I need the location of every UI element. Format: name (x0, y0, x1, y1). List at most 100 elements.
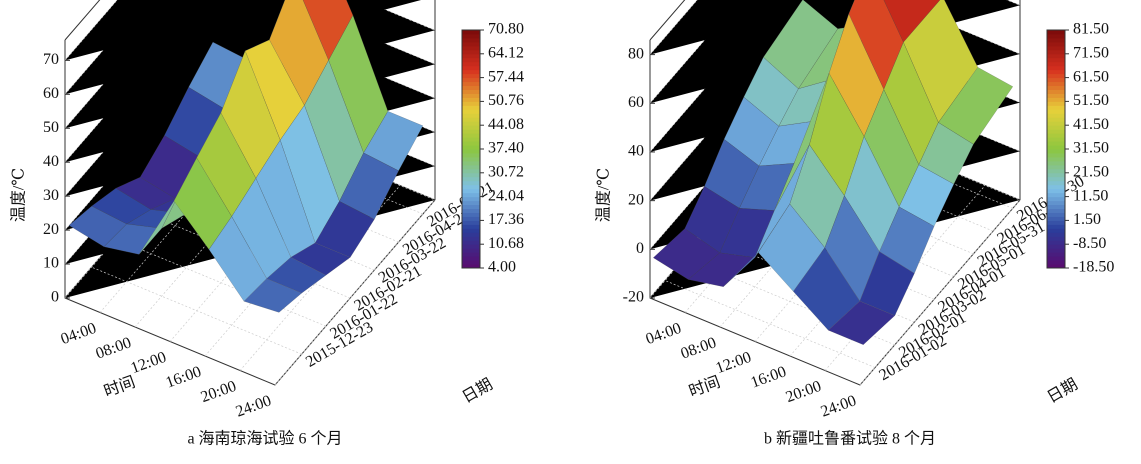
colorbar-step (1047, 252, 1065, 257)
z-axis-label: 温度/℃ (10, 168, 28, 222)
colorbar-step (1047, 149, 1065, 154)
x-tick-label: 12:00 (129, 349, 169, 377)
colorbar-step (1047, 109, 1065, 114)
surface-patch (827, 300, 896, 345)
colorbar-step (1047, 93, 1065, 98)
y-axis-label: 日期 (459, 375, 496, 407)
z-tick-label: 40 (628, 143, 644, 160)
colorbar-step (1047, 133, 1065, 138)
colorbar-step (462, 117, 480, 122)
colorbar-step (1047, 45, 1065, 51)
colorbar-step (462, 57, 480, 63)
grid-line (664, 280, 876, 368)
colorbar-step (462, 133, 480, 138)
colorbar-step (1047, 204, 1065, 209)
colorbar-step (462, 236, 480, 241)
x-tick-label: 12:00 (714, 349, 754, 377)
colorbar-tick-label: 41.50 (1073, 116, 1109, 133)
x-tick-label: 20:00 (199, 378, 239, 406)
colorbar-step (462, 192, 480, 198)
z-tick-label: -20 (623, 289, 644, 306)
colorbar-tick-label: 21.50 (1073, 163, 1109, 180)
colorbar-tick-label: 50.76 (488, 92, 524, 109)
grid-line (859, 199, 1021, 386)
colorbar-step (462, 41, 480, 47)
colorbar-step (1047, 129, 1065, 134)
colorbar-step (462, 200, 480, 206)
surface-patch (363, 110, 424, 172)
colorbar-tick-label: 17.36 (488, 211, 524, 228)
colorbar-tick-label: 70.80 (488, 21, 524, 38)
colorbar-step (462, 105, 480, 110)
x-tick-label: 08:00 (679, 334, 719, 362)
colorbar-step (462, 156, 480, 162)
colorbar-tick-label: 81.50 (1073, 21, 1109, 38)
colorbar-step (462, 85, 480, 90)
colorbar-step (462, 109, 480, 114)
box-edge (64, 0, 436, 200)
surface-patch (243, 278, 303, 313)
colorbar-step (462, 97, 480, 102)
colorbar-step (462, 145, 480, 150)
colorbar-step (462, 188, 480, 194)
colorbar-tick-label: 51.50 (1073, 92, 1109, 109)
colorbar-step (1047, 176, 1065, 182)
colorbar-step (462, 180, 480, 186)
colorbar-step (1047, 224, 1065, 229)
colorbar-tick-label: 31.50 (1073, 140, 1109, 157)
colorbar-step (1047, 53, 1065, 59)
colorbar-tick-label: -18.50 (1073, 259, 1114, 276)
x-axis-label: 时间 (686, 373, 722, 401)
colorbar-step (1047, 41, 1065, 47)
colorbar-step (1047, 37, 1065, 43)
colorbar-step (1047, 137, 1065, 142)
colorbar-tick-label: 10.68 (488, 235, 524, 252)
colorbar-tick-label: 64.12 (488, 44, 524, 61)
colorbar-step (462, 208, 480, 213)
colorbar-step (1047, 30, 1065, 35)
x-tick-label: 16:00 (749, 363, 789, 391)
colorbar-step (1047, 196, 1065, 202)
colorbar-step (462, 141, 480, 146)
colorbar-step (462, 260, 480, 265)
surface-patch (266, 256, 327, 294)
colorbar-step (1047, 192, 1065, 198)
colorbar-step (462, 164, 480, 170)
colorbar-tick-label: 30.72 (488, 163, 524, 180)
colorbar-step (1047, 188, 1065, 194)
colorbar-step (462, 61, 480, 67)
z-tick-label: 20 (628, 191, 644, 208)
colorbar-step (462, 45, 480, 51)
colorbar-step (462, 30, 480, 35)
box-edge (649, 0, 1021, 200)
x-tick-label: 24:00 (819, 392, 859, 420)
colorbar-step (462, 196, 480, 202)
colorbar-step (1047, 101, 1065, 106)
colorbar-step (462, 65, 480, 71)
x-tick-label: 04:00 (644, 320, 684, 348)
colorbar-tick-label: 11.50 (1073, 187, 1108, 204)
colorbar-step (1047, 97, 1065, 102)
colorbar-step (462, 248, 480, 253)
colorbar-tick-label: 37.40 (488, 140, 524, 157)
colorbar-step (1047, 168, 1065, 174)
colorbar-step (462, 125, 480, 130)
colorbar-step (1047, 240, 1065, 245)
colorbar-step (1047, 212, 1065, 217)
colorbar-step (1047, 236, 1065, 241)
colorbar-step (462, 184, 480, 190)
colorbar-tick-label: 57.44 (488, 68, 524, 85)
colorbar-step (1047, 164, 1065, 170)
colorbar-step (1047, 220, 1065, 225)
z-tick-label: 60 (43, 85, 59, 102)
z-tick-label: 60 (628, 94, 644, 111)
colorbar-step (1047, 256, 1065, 261)
colorbar-step (1047, 73, 1065, 79)
colorbar-step (462, 152, 480, 158)
x-axis-label: 时间 (101, 373, 137, 401)
z-tick-label: 0 (636, 240, 644, 257)
colorbar-step (462, 220, 480, 225)
colorbar-step (1047, 33, 1065, 39)
colorbar-step (462, 37, 480, 43)
colorbar-step (462, 256, 480, 261)
